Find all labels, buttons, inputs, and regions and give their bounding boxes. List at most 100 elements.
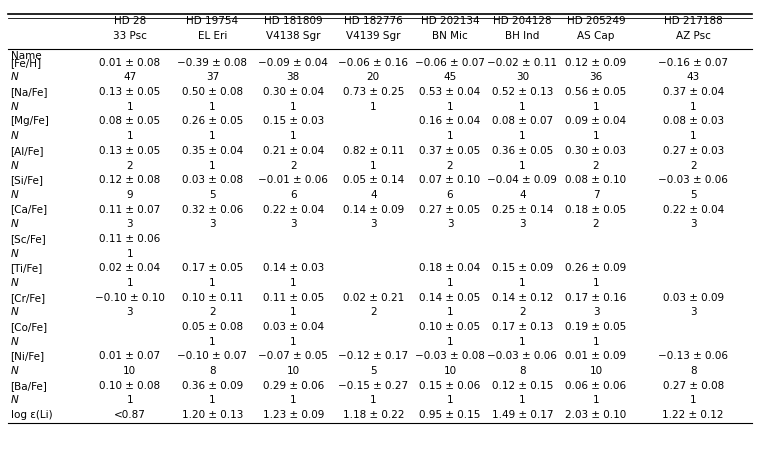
Text: −0.07 ± 0.05: −0.07 ± 0.05	[258, 351, 328, 361]
Text: 0.27 ± 0.05: 0.27 ± 0.05	[420, 205, 480, 215]
Text: 0.13 ± 0.05: 0.13 ± 0.05	[99, 87, 160, 97]
Text: 1: 1	[519, 396, 526, 405]
Text: 9: 9	[126, 190, 133, 200]
Text: 1: 1	[519, 161, 526, 171]
Text: 2: 2	[447, 161, 453, 171]
Text: HD 181809: HD 181809	[264, 16, 322, 26]
Text: 0.03 ± 0.09: 0.03 ± 0.09	[663, 292, 724, 303]
Text: −0.15 ± 0.27: −0.15 ± 0.27	[338, 381, 408, 391]
Text: 2: 2	[209, 307, 216, 317]
Text: Name: Name	[11, 51, 41, 61]
Text: 1: 1	[519, 337, 526, 347]
Text: [Ti/Fe]: [Ti/Fe]	[11, 263, 43, 273]
Text: 6: 6	[290, 190, 296, 200]
Text: 3: 3	[519, 219, 526, 229]
Text: 0.09 ± 0.04: 0.09 ± 0.04	[565, 117, 626, 126]
Text: 10: 10	[443, 366, 457, 376]
Text: 1: 1	[290, 396, 296, 405]
Text: 0.10 ± 0.05: 0.10 ± 0.05	[420, 322, 480, 332]
Text: 1.18 ± 0.22: 1.18 ± 0.22	[343, 410, 404, 420]
Text: 1: 1	[290, 307, 296, 317]
Text: −0.04 ± 0.09: −0.04 ± 0.09	[487, 175, 557, 185]
Text: 3: 3	[690, 219, 696, 229]
Text: 2: 2	[290, 161, 296, 171]
Text: 0.15 ± 0.03: 0.15 ± 0.03	[263, 117, 324, 126]
Text: −0.10 ± 0.07: −0.10 ± 0.07	[178, 351, 247, 361]
Text: 0.14 ± 0.09: 0.14 ± 0.09	[343, 205, 404, 215]
Text: EL Eri: EL Eri	[198, 31, 227, 41]
Text: 1: 1	[370, 102, 377, 112]
Text: 4: 4	[370, 190, 377, 200]
Text: 0.82 ± 0.11: 0.82 ± 0.11	[343, 146, 404, 156]
Text: 10: 10	[590, 366, 603, 376]
Text: 1: 1	[290, 131, 296, 141]
Text: 1: 1	[593, 131, 600, 141]
Text: 0.32 ± 0.06: 0.32 ± 0.06	[182, 205, 243, 215]
Text: 10: 10	[123, 366, 136, 376]
Text: 1: 1	[593, 278, 600, 288]
Text: [Ca/Fe]: [Ca/Fe]	[11, 205, 48, 215]
Text: 0.02 ± 0.21: 0.02 ± 0.21	[343, 292, 404, 303]
Text: HD 182776: HD 182776	[344, 16, 403, 26]
Text: HD 205249: HD 205249	[567, 16, 625, 26]
Text: HD 204128: HD 204128	[493, 16, 552, 26]
Text: 0.30 ± 0.03: 0.30 ± 0.03	[565, 146, 626, 156]
Text: AZ Psc: AZ Psc	[676, 31, 711, 41]
Text: 0.73 ± 0.25: 0.73 ± 0.25	[343, 87, 404, 97]
Text: 0.01 ± 0.09: 0.01 ± 0.09	[565, 351, 626, 361]
Text: 4: 4	[519, 190, 526, 200]
Text: N: N	[11, 337, 18, 347]
Text: N: N	[11, 131, 18, 141]
Text: −0.06 ± 0.07: −0.06 ± 0.07	[415, 58, 485, 68]
Text: 2: 2	[370, 307, 377, 317]
Text: 43: 43	[686, 72, 700, 82]
Text: 0.26 ± 0.09: 0.26 ± 0.09	[565, 263, 626, 273]
Text: 0.08 ± 0.07: 0.08 ± 0.07	[492, 117, 553, 126]
Text: <0.87: <0.87	[114, 410, 146, 420]
Text: N: N	[11, 307, 18, 317]
Text: 47: 47	[123, 72, 136, 82]
Text: 1: 1	[690, 131, 696, 141]
Text: HD 19754: HD 19754	[186, 16, 239, 26]
Text: 0.36 ± 0.09: 0.36 ± 0.09	[182, 381, 243, 391]
Text: 0.13 ± 0.05: 0.13 ± 0.05	[99, 146, 160, 156]
Text: HD 217188: HD 217188	[663, 16, 723, 26]
Text: 3: 3	[447, 219, 453, 229]
Text: 0.01 ± 0.07: 0.01 ± 0.07	[100, 351, 160, 361]
Text: 8: 8	[209, 366, 216, 376]
Text: 1: 1	[519, 278, 526, 288]
Text: 3: 3	[290, 219, 296, 229]
Text: −0.01 ± 0.06: −0.01 ± 0.06	[258, 175, 328, 185]
Text: 0.52 ± 0.13: 0.52 ± 0.13	[492, 87, 553, 97]
Text: 3: 3	[593, 307, 600, 317]
Text: 0.56 ± 0.05: 0.56 ± 0.05	[565, 87, 626, 97]
Text: [Ni/Fe]: [Ni/Fe]	[11, 351, 45, 361]
Text: 0.37 ± 0.05: 0.37 ± 0.05	[420, 146, 480, 156]
Text: 0.14 ± 0.05: 0.14 ± 0.05	[420, 292, 480, 303]
Text: 1: 1	[209, 337, 216, 347]
Text: 1: 1	[519, 131, 526, 141]
Text: 0.17 ± 0.16: 0.17 ± 0.16	[565, 292, 627, 303]
Text: 0.14 ± 0.03: 0.14 ± 0.03	[263, 263, 324, 273]
Text: 0.10 ± 0.08: 0.10 ± 0.08	[100, 381, 160, 391]
Text: 33 Psc: 33 Psc	[112, 31, 147, 41]
Text: −0.09 ± 0.04: −0.09 ± 0.04	[258, 58, 328, 68]
Text: −0.06 ± 0.16: −0.06 ± 0.16	[338, 58, 408, 68]
Text: 0.08 ± 0.10: 0.08 ± 0.10	[565, 175, 626, 185]
Text: 1: 1	[290, 102, 296, 112]
Text: 0.15 ± 0.09: 0.15 ± 0.09	[492, 263, 553, 273]
Text: N: N	[11, 366, 18, 376]
Text: BH Ind: BH Ind	[505, 31, 540, 41]
Text: 2: 2	[519, 307, 526, 317]
Text: 0.26 ± 0.05: 0.26 ± 0.05	[182, 117, 243, 126]
Text: 5: 5	[690, 190, 696, 200]
Text: 10: 10	[287, 366, 299, 376]
Text: 1: 1	[447, 337, 453, 347]
Text: N: N	[11, 190, 18, 200]
Text: [Sc/Fe]: [Sc/Fe]	[11, 234, 46, 244]
Text: N: N	[11, 278, 18, 288]
Text: 0.08 ± 0.03: 0.08 ± 0.03	[663, 117, 724, 126]
Text: [Mg/Fe]: [Mg/Fe]	[11, 117, 49, 126]
Text: N: N	[11, 161, 18, 171]
Text: 2: 2	[593, 219, 600, 229]
